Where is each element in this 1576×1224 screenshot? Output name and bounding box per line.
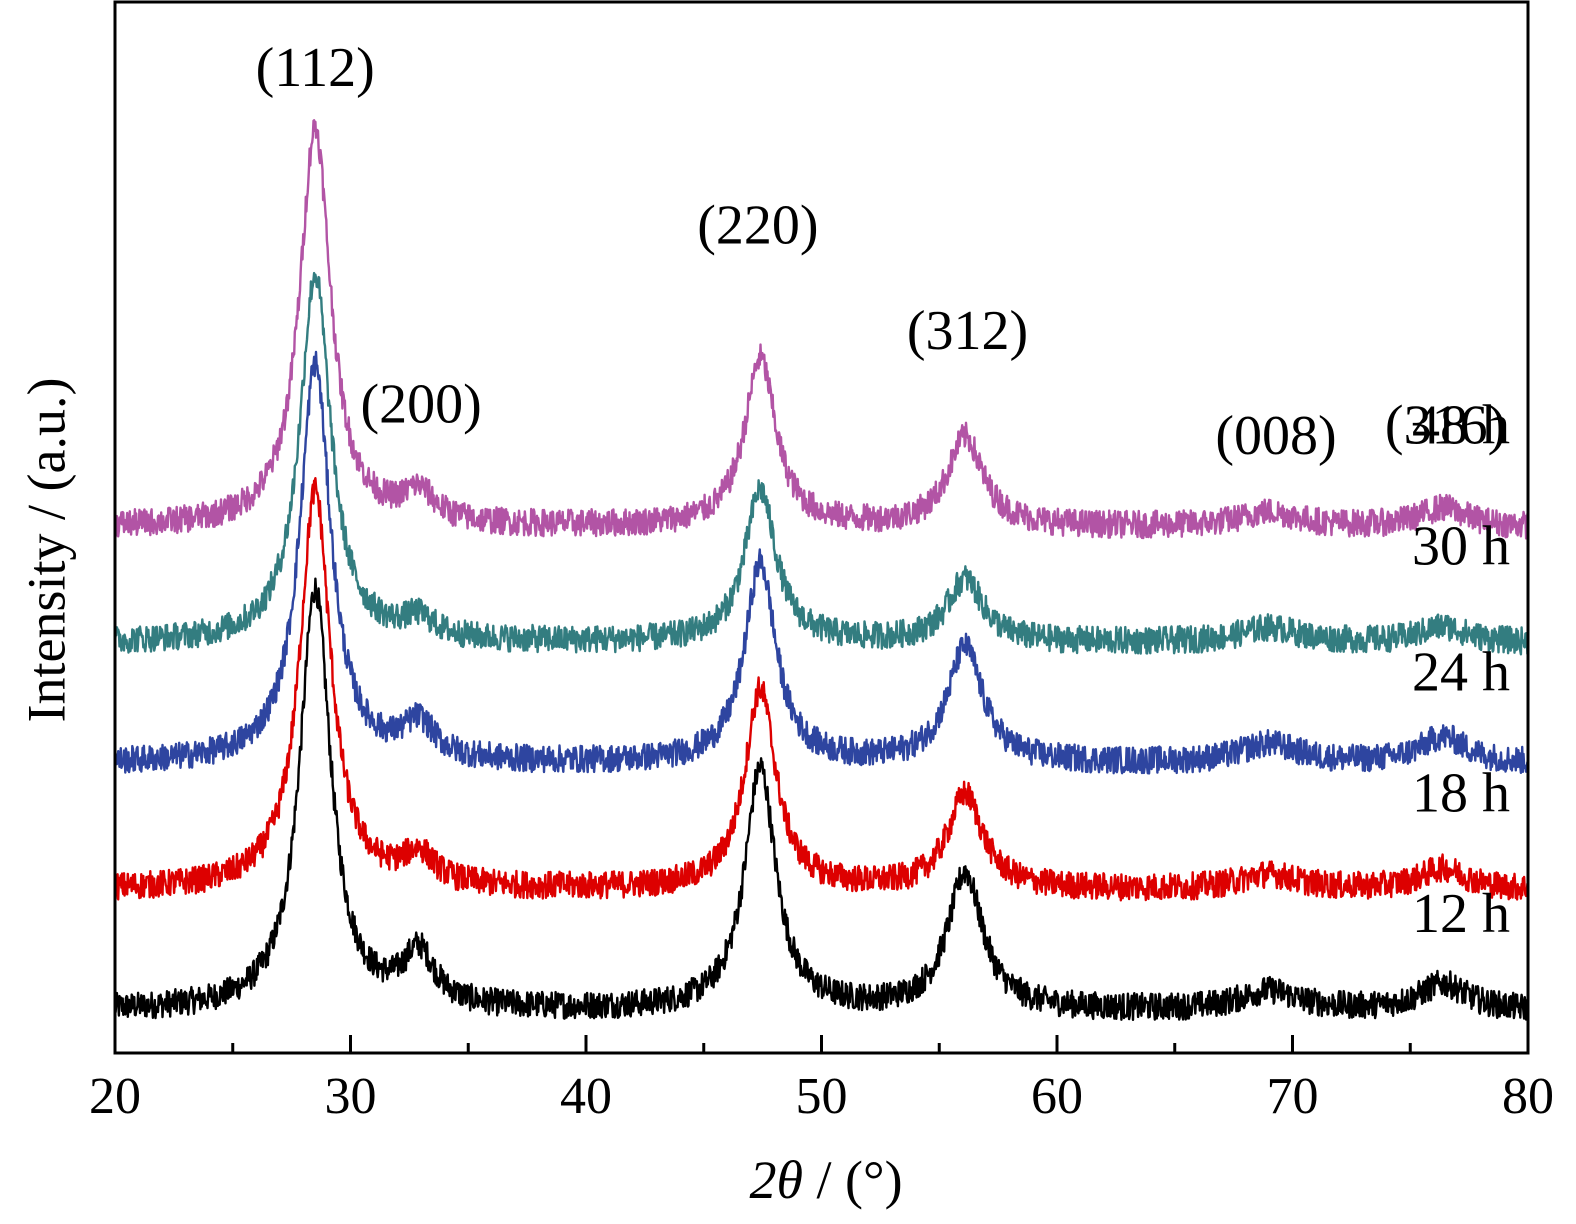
series-label-30-h: 30 h [1412,515,1510,577]
peak-label-316: (316) [1385,394,1506,456]
axis-layer: 20 30 40 50 60 70 80 [89,1035,1554,1125]
series-label-48-h: 48 h [1412,394,1510,456]
series-line-30-h [113,271,1530,656]
x-tick-label: 40 [560,1068,612,1125]
series-line-18-h [113,477,1530,902]
y-axis-title: Intensity / (a.u.) [16,378,76,723]
x-tick-label: 70 [1267,1068,1319,1125]
x-tick-label: 20 [89,1068,141,1125]
x-axis-title-unit: / (°) [803,1150,903,1210]
x-tick-label: 50 [796,1068,848,1125]
x-axis-title-var: 2θ [749,1150,803,1210]
peak-label-200: (200) [361,373,482,435]
series-line-48-h [113,119,1530,540]
peak-label-220: (220) [697,195,818,257]
series-label-18-h: 18 h [1412,762,1510,824]
x-tick-label: 80 [1502,1068,1554,1125]
series-line-12-h [113,577,1530,1021]
x-tick-label: 30 [325,1068,377,1125]
peak-label-112: (112) [256,37,375,99]
series-label-24-h: 24 h [1412,641,1510,703]
series-layer [113,119,1530,1021]
peak-label-312: (312) [907,300,1028,362]
label-layer: 12 h 18 h 24 h 30 h 48 h (112) (200) (220) (312)… [256,37,1510,945]
series-line-24-h [113,350,1530,775]
x-axis-title: 2θ / (°) [749,1150,902,1210]
series-label-12-h: 12 h [1412,883,1510,945]
plot-frame [113,0,1530,1055]
peak-label-008: (008) [1215,405,1336,467]
x-tick-label: 60 [1031,1068,1083,1125]
